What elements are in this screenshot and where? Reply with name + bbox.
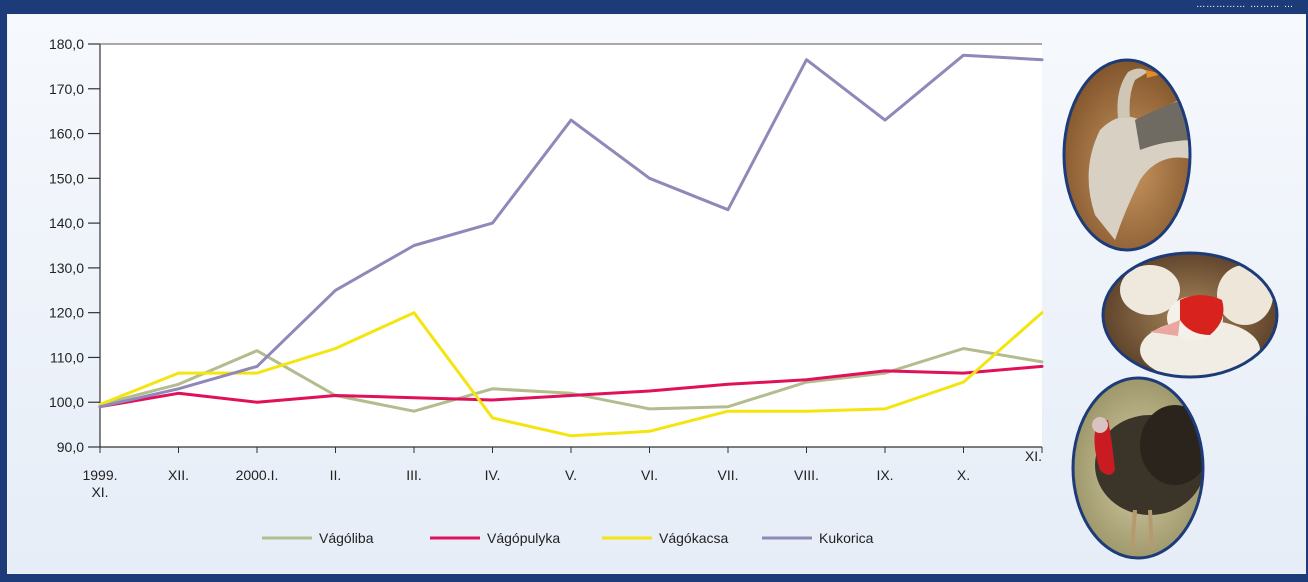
legend-label: Vágókacsa	[659, 530, 728, 546]
x-tick-label: XII.	[168, 467, 189, 483]
y-tick-label: 160,0	[49, 126, 84, 142]
x-tick-label: III.	[406, 467, 422, 483]
y-tick-label: 180,0	[49, 36, 84, 52]
x-tick-label: XI.	[1025, 448, 1042, 464]
y-tick-label: 110,0	[50, 349, 84, 365]
x-tick-label: VIII.	[794, 467, 819, 483]
x-tick-label: V.	[565, 467, 577, 483]
legend-label: Vágópulyka	[487, 530, 560, 546]
plot-area	[100, 44, 1042, 447]
y-tick-label: 170,0	[49, 81, 84, 97]
x-tick-label: IV.	[485, 467, 501, 483]
x-tick-label: IX.	[876, 467, 893, 483]
legend-label: Vágóliba	[319, 530, 374, 546]
x-tick-label: VII.	[717, 467, 738, 483]
y-tick-label: 120,0	[49, 305, 84, 321]
y-tick-label: 140,0	[49, 215, 84, 231]
x-tick-label: 2000.I.	[236, 467, 279, 483]
y-tick-label: 130,0	[49, 260, 84, 276]
x-tick-label: X.	[957, 467, 970, 483]
x-tick-label: VI.	[641, 467, 658, 483]
legend-label: Kukorica	[819, 530, 874, 546]
y-tick-label: 100,0	[49, 394, 84, 410]
y-tick-label: 150,0	[49, 170, 84, 186]
y-tick-label: 90,0	[57, 439, 84, 455]
x-tick-label: II.	[330, 467, 342, 483]
